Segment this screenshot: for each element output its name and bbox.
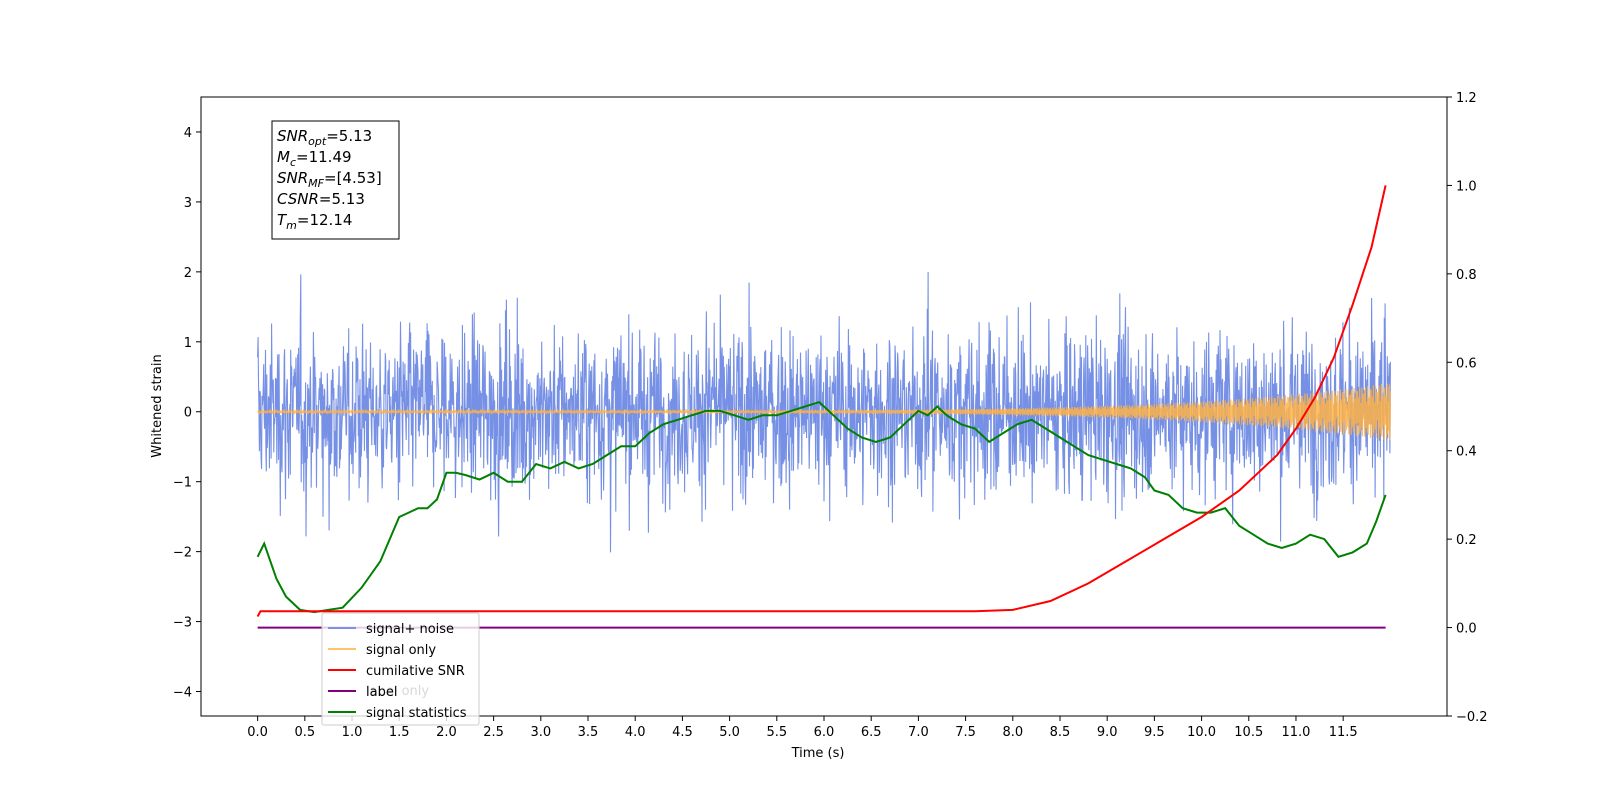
y-axis-ticks: 4 3 2 1 0 −1 −2 −3 −4: [173, 126, 201, 701]
x-tick-label: 5.0: [719, 725, 740, 740]
legend-frame: [321, 612, 480, 726]
series-signal-noise-line: [257, 271, 1391, 553]
x-tick-label: 1.0: [342, 725, 363, 740]
y-tick-label: −2: [173, 546, 192, 561]
x-tick-label: 2.0: [436, 725, 457, 740]
annotation-line: SNRopt=5.13: [277, 127, 372, 148]
series-cumilative-snr-line: [256, 185, 1387, 617]
annotation-subscript: c: [290, 156, 296, 169]
annotation-symbol: SNR: [277, 127, 308, 145]
annotation-subscript: m: [286, 219, 297, 232]
x-tick-label: 10.5: [1234, 725, 1263, 740]
y2-tick-label: 0.6: [1456, 356, 1477, 371]
annotation-value: =5.13: [326, 127, 372, 145]
y2-tick-label: 0.8: [1456, 268, 1477, 283]
annotation-subscript: MF: [308, 177, 324, 190]
legend-label: signal statistics: [366, 706, 467, 721]
series-signal-only-line: [257, 383, 1391, 440]
x-tick-label: 9.0: [1097, 725, 1118, 740]
y-tick-label: 3: [184, 196, 192, 211]
x-tick-label: 3.0: [530, 725, 551, 740]
x-tick-label: 7.0: [908, 725, 929, 740]
y2-axis-ticks: 1.2 1.0 0.8 0.6 0.4 0.2 0.0 −0.2: [1447, 91, 1488, 725]
x-tick-label: 8.0: [1002, 725, 1023, 740]
x-tick-label: 4.0: [625, 725, 646, 740]
y-tick-label: −3: [173, 616, 192, 631]
legend-label: signal only: [366, 643, 436, 658]
x-tick-label: 0.0: [247, 725, 268, 740]
y2-tick-label: 0.2: [1456, 533, 1477, 548]
annotation-symbol: T: [277, 211, 288, 229]
x-tick-label: 8.5: [1050, 725, 1071, 740]
annotation-value: =5.13: [319, 190, 365, 208]
x-tick-label: 5.5: [766, 725, 787, 740]
y-tick-label: 2: [184, 266, 192, 281]
x-tick-label: 11.0: [1281, 725, 1310, 740]
x-tick-label: 0.5: [294, 725, 315, 740]
annotation-line: Mc=11.49: [277, 148, 352, 169]
annotation-line: Tm=12.14: [277, 211, 352, 232]
y-tick-label: 0: [184, 406, 192, 421]
x-axis-label: Time (s): [791, 746, 845, 761]
x-tick-label: 7.5: [955, 725, 976, 740]
legend-label: label: [366, 685, 397, 700]
stats-annotation-box: SNRopt=5.13Mc=11.49SNRMF=[4.53]CSNR=5.13…: [271, 120, 400, 240]
annotation-value: =11.49: [296, 148, 352, 166]
annotation-symbol: M: [277, 148, 290, 166]
legend-label: cumilative SNR: [366, 664, 465, 679]
x-tick-label: 1.5: [389, 725, 410, 740]
x-tick-label: 11.5: [1329, 725, 1358, 740]
y2-tick-label: −0.2: [1456, 710, 1488, 725]
y2-tick-label: 0.0: [1456, 622, 1477, 637]
y-tick-label: 1: [184, 336, 192, 351]
annotation-symbol: SNR: [277, 169, 308, 187]
legend-hidden-label: label only: [366, 684, 429, 699]
x-tick-label: 10.0: [1187, 725, 1216, 740]
x-tick-label: 6.5: [861, 725, 882, 740]
annotation-line: SNRMF=[4.53]: [277, 169, 382, 190]
series-signal-statistics-line: [256, 400, 1387, 614]
annotation-subscript: opt: [308, 135, 327, 148]
legend-label: signal+ noise: [366, 622, 454, 637]
x-tick-label: 2.5: [483, 725, 504, 740]
y2-tick-label: 0.4: [1456, 445, 1477, 460]
annotation-line: CSNR=5.13: [277, 190, 365, 208]
annotation-value: =[4.53]: [324, 169, 382, 187]
annotation-frame: [271, 120, 400, 240]
y-tick-label: 4: [184, 126, 192, 141]
x-tick-label: 6.0: [814, 725, 835, 740]
x-tick-label: 3.5: [578, 725, 599, 740]
x-tick-label: 4.5: [672, 725, 693, 740]
x-axis-ticks: 0.0 0.5 1.0 1.5 2.0 2.5 3.0 3.5 4.0 4.5 5.0 5.5 6.0 6…: [247, 716, 1358, 740]
legend: label only signal+ noise signal only cumila…: [321, 612, 480, 726]
annotation-value: =12.14: [297, 211, 353, 229]
y-tick-label: −1: [173, 476, 192, 491]
annotation-symbol: CSNR: [277, 190, 319, 208]
x-tick-label: 9.5: [1144, 725, 1165, 740]
y-tick-label: −4: [173, 686, 192, 701]
y-axis-label: Whitened strain: [150, 354, 165, 457]
y2-tick-label: 1.0: [1456, 179, 1477, 194]
y2-tick-label: 1.2: [1456, 91, 1477, 106]
